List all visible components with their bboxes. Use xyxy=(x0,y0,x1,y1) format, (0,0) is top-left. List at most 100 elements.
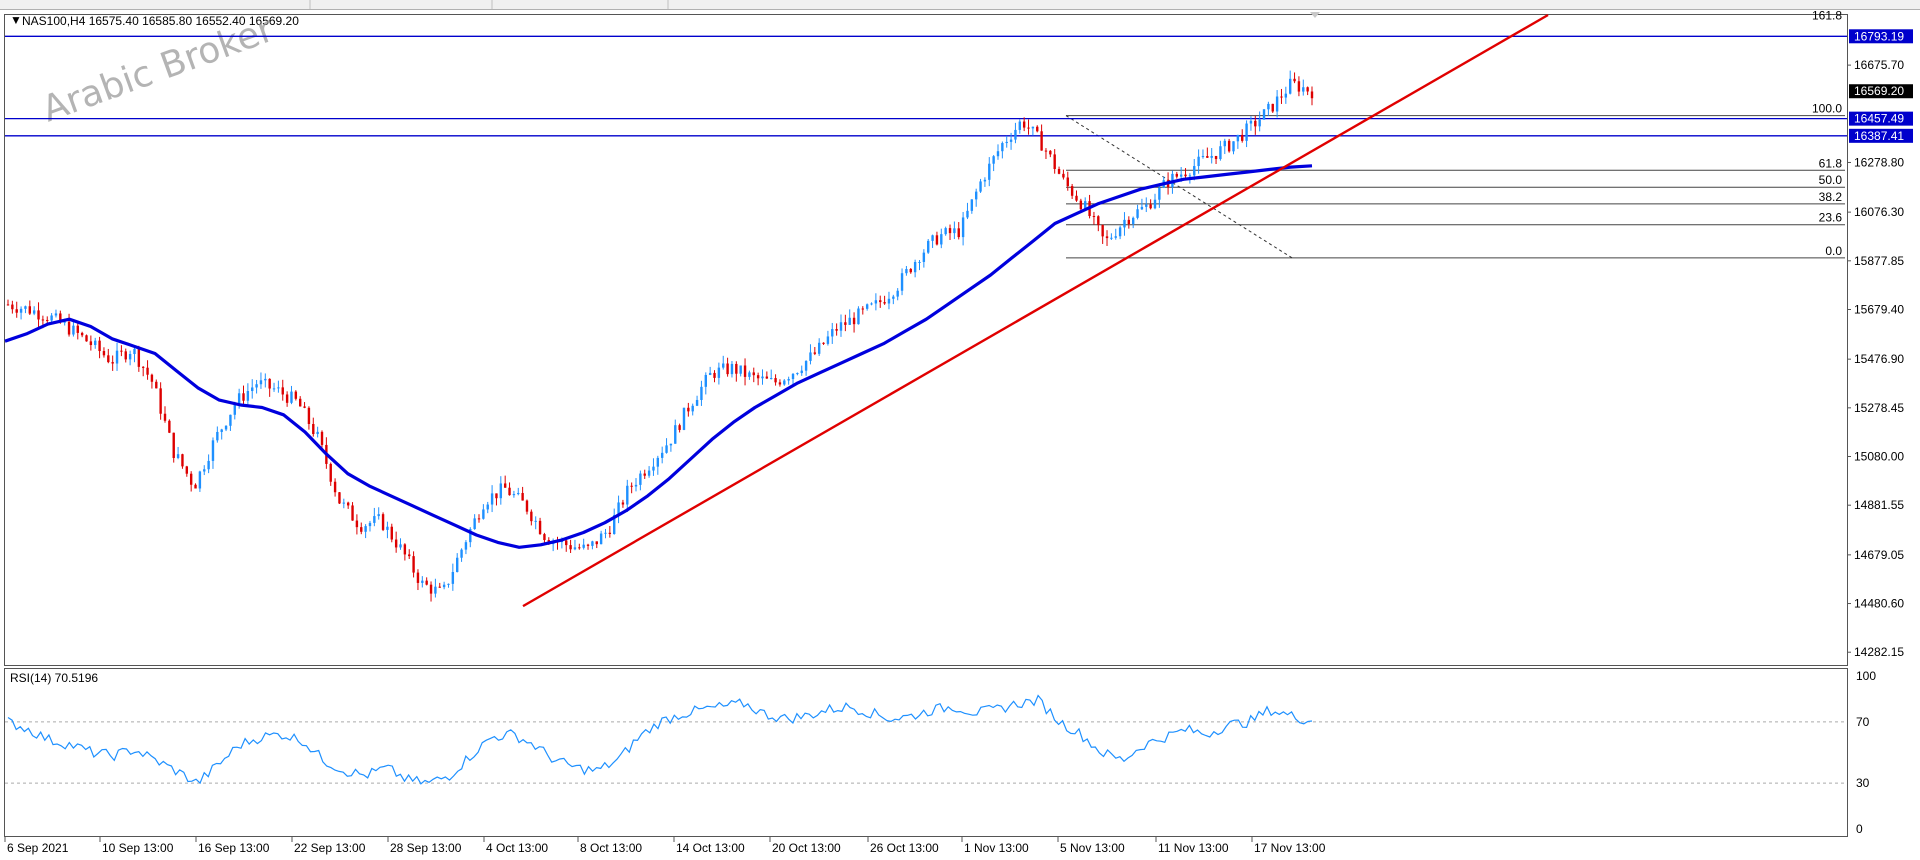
candle-body xyxy=(1267,103,1270,110)
price-tick-label: 16076.30 xyxy=(1854,205,1904,219)
price-pane[interactable] xyxy=(4,14,1848,666)
candle-body xyxy=(320,431,324,445)
candle-body xyxy=(1066,177,1069,187)
candle-body xyxy=(835,329,838,331)
candle-body xyxy=(913,261,917,273)
candle-body xyxy=(1036,126,1039,132)
candle-body xyxy=(133,348,136,355)
candle-body xyxy=(809,352,812,361)
candle-body xyxy=(582,544,585,548)
candle-body xyxy=(41,319,45,321)
time-tick-label: 6 Sep 2021 xyxy=(7,841,69,855)
candle-body xyxy=(98,340,101,352)
candle-body xyxy=(24,306,27,309)
candle-body xyxy=(857,308,860,325)
candle-body xyxy=(281,387,284,395)
price-tick-label: 14881.55 xyxy=(1854,498,1904,512)
trendline-support[interactable] xyxy=(522,13,1549,608)
candle-body xyxy=(115,350,119,364)
candle-body xyxy=(717,367,721,378)
candle-body xyxy=(1232,141,1235,152)
candle-body xyxy=(155,381,158,389)
candle-body xyxy=(988,163,991,180)
candle-body xyxy=(137,348,141,367)
candle-body xyxy=(861,308,864,310)
candle-body xyxy=(28,306,32,314)
candle-body xyxy=(608,532,612,534)
fib-level-label: 100.0 xyxy=(1812,102,1842,116)
candle-body xyxy=(1079,200,1083,210)
time-tick-label: 4 Oct 13:00 xyxy=(486,841,548,855)
candle-body xyxy=(953,228,956,234)
candle-body xyxy=(412,556,415,573)
fib-anchor-line[interactable] xyxy=(1065,115,1293,259)
candle-body xyxy=(748,372,751,377)
candle-body xyxy=(695,399,699,406)
rsi-axis-label: 70 xyxy=(1856,715,1870,729)
candle-body xyxy=(237,393,241,406)
fibonacci-retracement[interactable]: 161.8 100.0 61.8 50.0 38.2 23.6 0.0 xyxy=(1065,8,1845,259)
time-tick-label: 14 Oct 13:00 xyxy=(676,841,745,855)
candle-body xyxy=(72,325,75,335)
candle-body xyxy=(460,549,463,558)
candle-body xyxy=(940,234,943,245)
candle-body xyxy=(76,325,79,333)
price-tick-label: 15476.90 xyxy=(1854,352,1904,366)
price-label-bg xyxy=(1849,128,1913,143)
candle-body xyxy=(621,502,625,505)
time-tick-label: 11 Nov 13:00 xyxy=(1158,841,1229,855)
candle-body xyxy=(229,414,232,426)
candle-body xyxy=(1184,174,1187,177)
candle-body xyxy=(264,378,267,381)
candle-body xyxy=(277,387,280,389)
price-axis: 16675.70 16278.80 16076.30 15877.85 15679.40… xyxy=(1847,29,1913,659)
candle-body xyxy=(128,354,132,360)
candle-body xyxy=(573,547,577,550)
candle-body xyxy=(743,365,747,377)
candle-body xyxy=(883,302,886,304)
candle-body xyxy=(586,544,590,546)
candle-body xyxy=(1001,143,1004,152)
toolbar-strip xyxy=(0,0,1920,10)
candle-body xyxy=(1009,139,1013,142)
candle-body xyxy=(163,413,167,421)
candle-body xyxy=(578,547,581,549)
candle-body xyxy=(1070,186,1074,196)
candle-body xyxy=(634,484,638,487)
candle-body xyxy=(425,580,428,585)
candle-body xyxy=(1258,119,1261,127)
price-tick-label: 16675.70 xyxy=(1854,58,1904,72)
candle-body xyxy=(1262,109,1266,120)
candle-body xyxy=(172,432,175,458)
candle-body xyxy=(1118,227,1122,237)
candle-body xyxy=(495,493,498,499)
candle-body xyxy=(19,308,23,313)
rsi-indicator: 100 70 30 0 xyxy=(5,669,1876,836)
candle-body xyxy=(386,526,389,530)
horizontal-lines[interactable] xyxy=(5,35,1847,137)
candle-body xyxy=(394,539,398,548)
candle-body xyxy=(674,425,677,444)
candle-body xyxy=(1145,204,1148,207)
candle-body xyxy=(804,360,808,371)
candle-body xyxy=(765,376,769,379)
candle-body xyxy=(656,457,660,467)
candle-body xyxy=(704,374,707,387)
candle-body xyxy=(992,156,995,164)
price-label-bg xyxy=(1849,84,1913,99)
candle-body xyxy=(669,443,673,446)
candle-body xyxy=(1040,131,1043,151)
candle-body xyxy=(756,375,760,379)
trendline[interactable] xyxy=(522,13,1549,608)
time-tick-label: 1 Nov 13:00 xyxy=(964,841,1029,855)
candle-body xyxy=(307,407,311,424)
candle-body xyxy=(892,296,895,299)
rsi-pane[interactable] xyxy=(4,668,1848,837)
candle-body xyxy=(207,460,210,470)
candle-body xyxy=(94,340,97,346)
candle-body xyxy=(499,483,503,499)
symbol-dropdown-icon[interactable]: ▼ xyxy=(10,13,22,27)
candle-body xyxy=(59,313,62,323)
candle-body xyxy=(346,502,350,506)
